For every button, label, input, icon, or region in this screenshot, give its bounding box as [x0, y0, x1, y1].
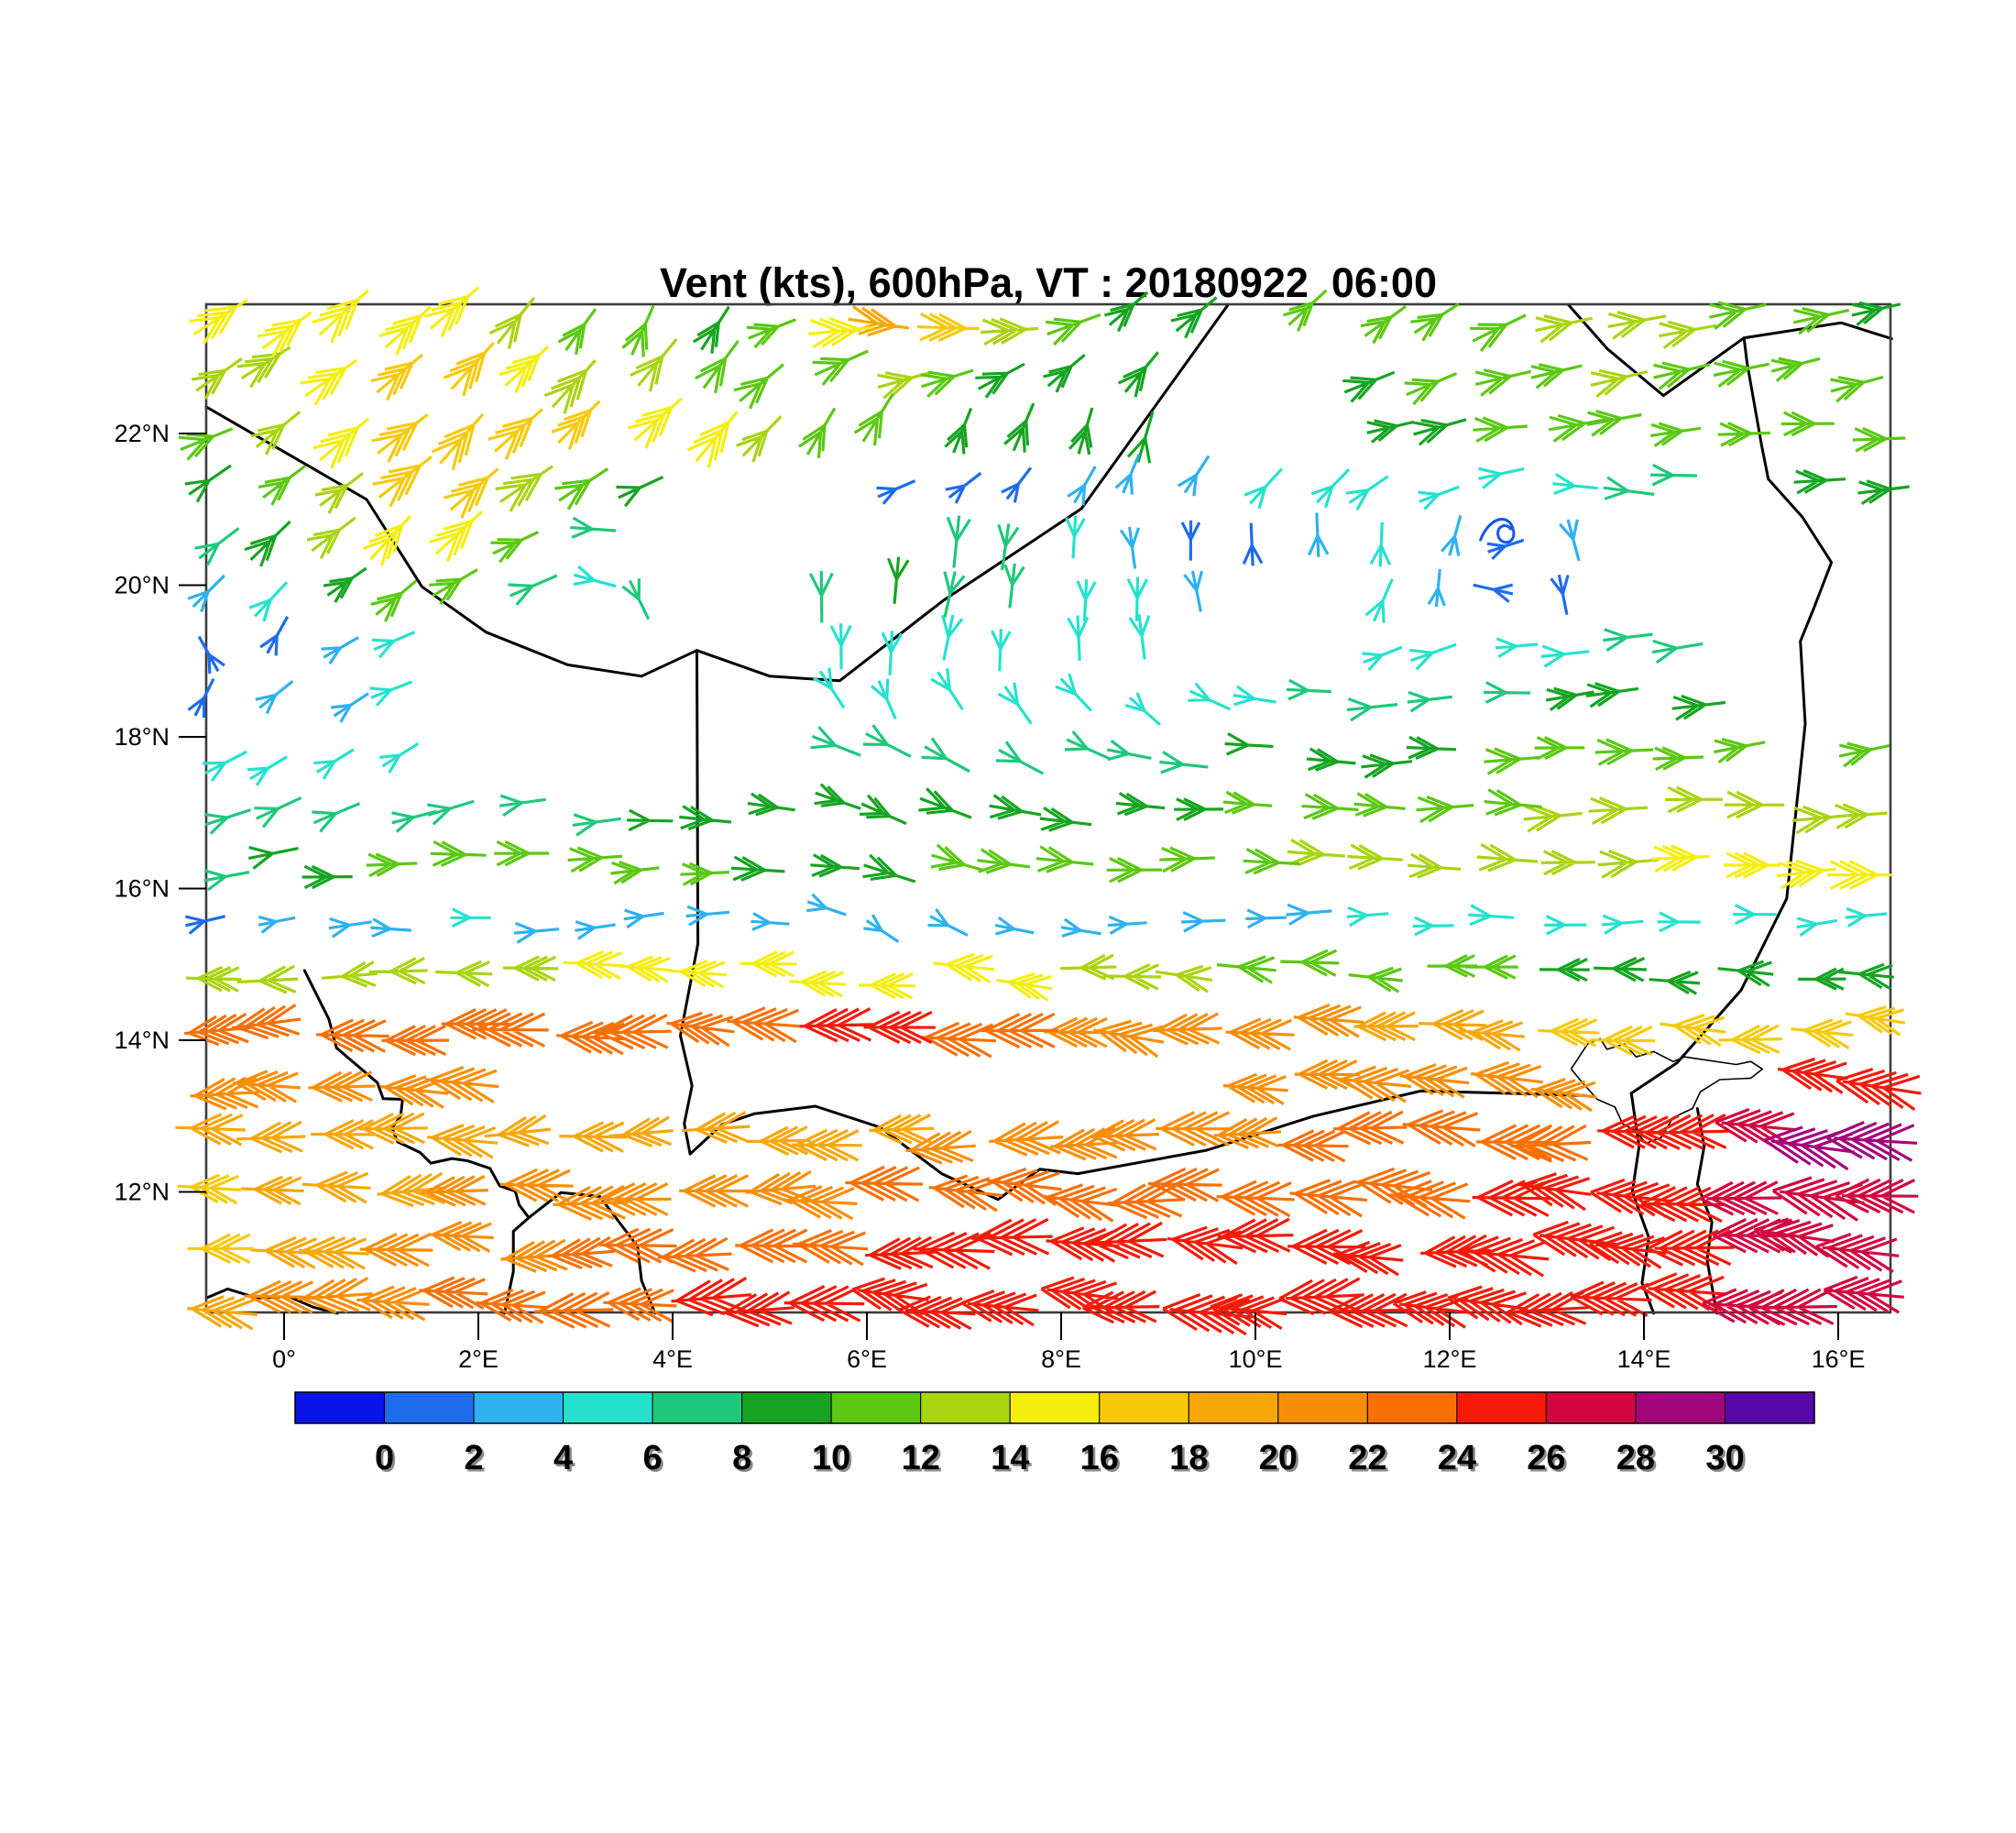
colorbar-segment [1009, 1391, 1101, 1424]
map-frame [204, 302, 1892, 1314]
lat-tick-label: 18°N [115, 723, 170, 751]
colorbar-label: 26 [1527, 1439, 1565, 1477]
wind-barb-set [189, 286, 1891, 1002]
colorbar-segment [920, 1391, 1011, 1424]
wind-barb-set [185, 466, 1570, 935]
lat-tick-label: 16°N [115, 875, 170, 903]
colorbar-segment [384, 1391, 475, 1424]
country-border [1742, 321, 1893, 341]
colorbar-label-shadow: 26 [1529, 1442, 1568, 1480]
colorbar-label: 14 [991, 1439, 1029, 1477]
lon-tick-label: 2°E [458, 1345, 499, 1373]
country-border [204, 405, 698, 678]
lake-outline [1570, 1037, 1764, 1145]
colorbar-label-shadow: 8 [735, 1442, 754, 1480]
lon-tick-label: 12°E [1423, 1345, 1477, 1373]
colorbar-label-shadow: 2 [466, 1442, 486, 1480]
colorbar-label-shadow: 28 [1618, 1442, 1657, 1480]
wind-barb-set [190, 1003, 1597, 1322]
colorbar-label: 0 [375, 1439, 394, 1477]
colorbar-segment [1456, 1391, 1547, 1424]
colorbar-label: 2 [464, 1439, 483, 1477]
colorbar-label: 6 [643, 1439, 663, 1477]
wind-barb-set [194, 463, 1704, 892]
colorbar-segment [1188, 1391, 1279, 1424]
colorbar-segment [1099, 1391, 1189, 1424]
wind-barbs [175, 286, 1922, 1336]
colorbar-segment [1366, 1391, 1458, 1424]
colorbar-segment [1635, 1391, 1726, 1424]
colorbar-outline [294, 1391, 1815, 1424]
wind-barb-set [1763, 1121, 1918, 1171]
country-border [302, 969, 531, 1220]
colorbar-segment [473, 1391, 564, 1424]
colorbar-label: 16 [1080, 1439, 1119, 1477]
wind-barb-set [202, 466, 1888, 938]
country-border [527, 1191, 657, 1315]
lon-tick-label: 8°E [1041, 1345, 1081, 1373]
colorbar-label-shadow: 12 [904, 1442, 942, 1480]
lat-tick-label: 14°N [115, 1026, 170, 1054]
colorbar-label-shadow: 18 [1172, 1442, 1211, 1480]
colorbar-label: 22 [1348, 1439, 1386, 1477]
colorbar-label-shadow: 16 [1082, 1442, 1121, 1480]
wind-barb-set [178, 289, 1906, 993]
lat-tick-label: 20°N [115, 572, 170, 599]
country-border [1629, 336, 1834, 1095]
colorbar-label-shadow: 20 [1261, 1442, 1299, 1480]
page-title: Vent (kts), 600hPa, VT : 20180922 06:00 [660, 259, 1437, 306]
colorbar-label-shadow: 0 [377, 1442, 396, 1480]
vortex-squiggle [1479, 518, 1516, 544]
wind-barb-set [185, 296, 1888, 994]
lon-tick-label: 6°E [847, 1345, 887, 1373]
wind-barb-set [177, 312, 1906, 1265]
colorbar-label: 30 [1705, 1439, 1744, 1477]
colorbar-segment [294, 1391, 386, 1424]
colorbar-label: 24 [1438, 1439, 1476, 1477]
wind-barb-set [184, 1003, 1592, 1329]
colorbar-label: 18 [1169, 1439, 1208, 1477]
wind-barb-set [671, 1007, 1922, 1336]
colorbar-label-shadow: 30 [1708, 1442, 1747, 1480]
colorbar-label: 12 [902, 1439, 940, 1477]
lake-chad-outline [1570, 1037, 1764, 1145]
wind-barb-set [187, 454, 1581, 944]
plot-frame [204, 302, 1892, 1314]
lon-tick-label: 4°E [652, 1345, 693, 1373]
colorbar-label-shadow: 22 [1351, 1442, 1389, 1480]
colorbar-segment [1724, 1391, 1815, 1424]
lon-tick-label: 16°E [1812, 1345, 1866, 1373]
colorbar-segment [1545, 1391, 1637, 1424]
colorbar-label: 4 [553, 1439, 573, 1477]
lon-tick-label: 14°E [1617, 1345, 1671, 1373]
colorbar-label-shadow: 4 [556, 1442, 575, 1480]
colorbar-segment [741, 1391, 832, 1424]
longitude-axis: 0° 2°E 4°E 6°E 8°E 10°E 12°E 14°E 16°E [272, 1312, 1865, 1373]
colorbar-segment [830, 1391, 922, 1424]
colorbar-label: 20 [1259, 1439, 1298, 1477]
wind-barb-set [1700, 1107, 1919, 1326]
colorbar-segment [1277, 1391, 1368, 1424]
lon-tick-label: 10°E [1229, 1345, 1283, 1373]
colorbar-label: 10 [812, 1439, 850, 1477]
colorbar-label-shadow: 6 [645, 1442, 664, 1480]
colorbar-label-shadow: 24 [1440, 1442, 1478, 1480]
colorbar-label-shadow: 14 [993, 1442, 1032, 1480]
latitude-axis: 22°N 20°N 18°N 16°N 14°N 12°N [115, 420, 206, 1206]
colorbar-label: 28 [1616, 1439, 1655, 1477]
country-border [679, 649, 700, 1156]
lat-tick-label: 22°N [115, 420, 170, 447]
lat-tick-label: 12°N [115, 1179, 170, 1206]
lon-tick-label: 0° [272, 1345, 296, 1373]
colorbar-label-shadow: 10 [815, 1442, 853, 1480]
colorbar-segment [563, 1391, 653, 1424]
wind-barb-set [175, 305, 1525, 1331]
vortex-calm-squiggle [1479, 518, 1516, 544]
wind-barb-set [184, 291, 1910, 995]
colorbar-segment [652, 1391, 743, 1424]
colorbar-label: 8 [732, 1439, 751, 1477]
